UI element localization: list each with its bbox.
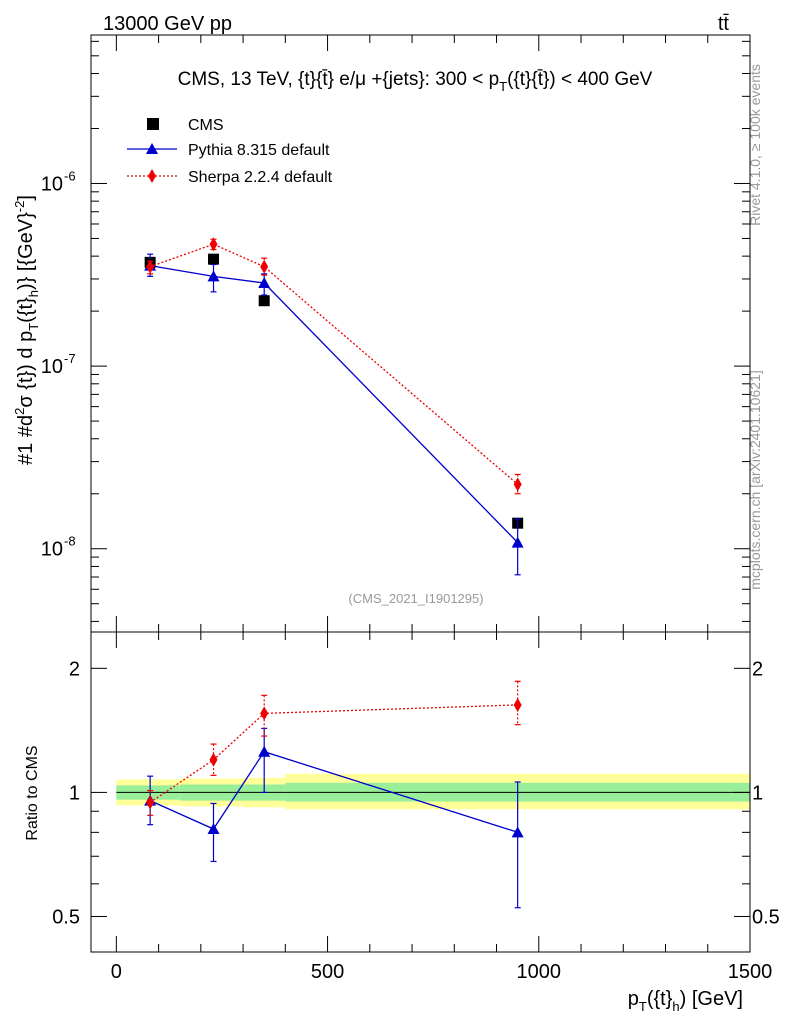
legend-label-sherpa: Sherpa 2.2.4 default bbox=[188, 169, 333, 186]
main-plot-marks bbox=[144, 237, 524, 576]
header-process-label: tt̄ bbox=[718, 13, 730, 35]
x-tick-label: 0 bbox=[111, 961, 122, 983]
ratio-y-axis-label: Ratio to CMS bbox=[24, 745, 41, 840]
ratio-point-sherpa bbox=[146, 795, 155, 810]
ratio-line-pythia bbox=[149, 750, 518, 833]
main-point-cms bbox=[258, 295, 270, 307]
analysis-id-label: (CMS_2021_I1901295) bbox=[348, 591, 483, 606]
legend-marker-sherpa bbox=[148, 169, 156, 183]
main-point-pythia bbox=[258, 277, 271, 289]
ratio-point-sherpa bbox=[209, 752, 218, 767]
legend-marker-cms bbox=[147, 118, 159, 130]
legend-marker-pythia bbox=[146, 143, 158, 154]
ratio-axes: 0.5 0.5 1 1 2 2 0 500 1000 1500 bbox=[52, 632, 780, 983]
main-y-tick-exponent: -8 bbox=[64, 534, 76, 549]
ratio-y-tick-label: 2 bbox=[69, 658, 80, 680]
main-y-tick-label: 10 bbox=[41, 539, 63, 561]
main-point-cms bbox=[208, 253, 220, 265]
x-axis-label: pT({t}h) [GeV] bbox=[628, 988, 743, 1014]
ratio-point-sherpa bbox=[513, 697, 522, 712]
main-point-pythia bbox=[207, 270, 220, 282]
legend-label-pythia: Pythia 8.315 default bbox=[188, 142, 330, 159]
main-panel: 10-810-710-6 CMS, 13 TeV, {t}{t̄} e/μ +{… bbox=[12, 34, 751, 633]
mcplots-label: mcplots.cern.ch [arXiv:2401.10621] bbox=[747, 370, 763, 589]
ratio-point-sherpa bbox=[260, 706, 269, 721]
ratio-y-tick-label: 0.5 bbox=[52, 906, 80, 928]
ratio-plot-marks bbox=[116, 680, 750, 909]
x-tick-label: 500 bbox=[311, 961, 344, 983]
main-y-axis-label: #1 #d2σ {t}) d pT({t}h)} [{GeV}-2] bbox=[12, 195, 41, 465]
ratio-point-pythia bbox=[511, 826, 524, 838]
main-point-pythia bbox=[511, 536, 524, 548]
main-y-tick-label: 10 bbox=[41, 173, 63, 195]
x-tick-label: 1000 bbox=[517, 961, 562, 983]
main-point-sherpa bbox=[209, 237, 218, 252]
main-point-sherpa bbox=[146, 259, 155, 274]
ratio-y-tick-label-right: 0.5 bbox=[752, 906, 780, 928]
main-point-sherpa bbox=[260, 259, 269, 274]
header-energy-label: 13000 GeV pp bbox=[103, 13, 232, 35]
rivet-version-label: Rivet 4.1.0, ≥ 100k events bbox=[747, 64, 763, 226]
x-tick-label: 1500 bbox=[728, 961, 773, 983]
main-y-tick-exponent: -6 bbox=[64, 168, 76, 183]
ratio-y-tick-label-right: 1 bbox=[752, 782, 763, 804]
main-line-pythia bbox=[149, 264, 519, 544]
ratio-y-tick-label-right: 2 bbox=[752, 658, 763, 680]
main-line-sherpa bbox=[149, 243, 519, 485]
legend-label-cms: CMS bbox=[188, 117, 224, 134]
chart-title: CMS, 13 TeV, {t}{t̄} e/μ +{jets}: 300 < … bbox=[178, 69, 653, 94]
main-point-sherpa bbox=[513, 477, 522, 492]
main-y-tick-label: 10 bbox=[41, 356, 63, 378]
ratio-panel: 0.5 0.5 1 1 2 2 0 500 1000 1500 Ratio to CMS bbox=[24, 631, 780, 983]
ratio-point-pythia bbox=[258, 745, 271, 757]
main-axes: 10-810-710-6 bbox=[41, 35, 751, 632]
main-y-tick-exponent: -7 bbox=[64, 351, 76, 366]
ratio-point-pythia bbox=[207, 823, 220, 835]
ratio-y-tick-label: 1 bbox=[69, 782, 80, 804]
legend: CMS Pythia 8.315 default Sherpa 2.2.4 de… bbox=[127, 117, 333, 186]
